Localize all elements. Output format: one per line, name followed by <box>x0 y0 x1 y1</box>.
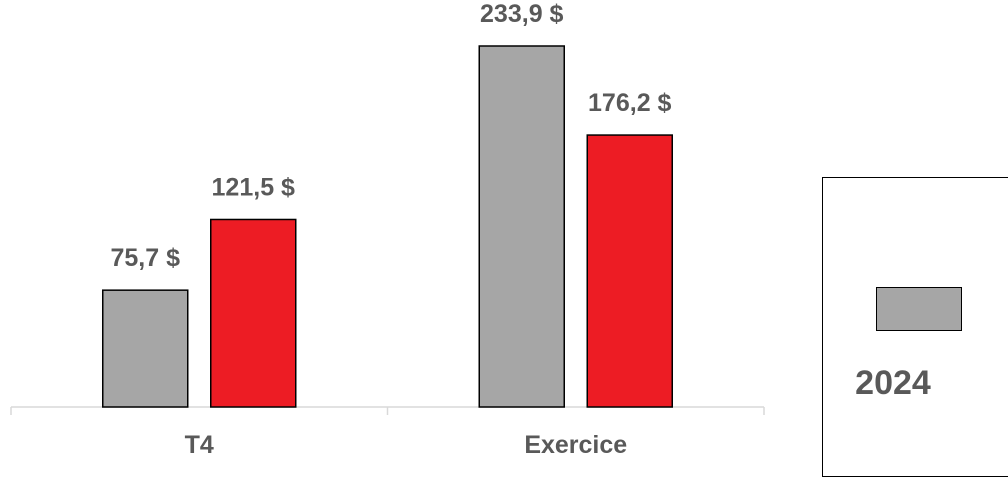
legend: 2024 <box>822 177 1008 477</box>
bar <box>478 45 565 408</box>
bar <box>586 134 673 408</box>
bar <box>210 218 297 408</box>
bar-chart: T4 75,7 $ 121,5 $ Exercice 233,9 $ 176,2 $ <box>10 0 765 459</box>
data-label: 75,7 $ <box>110 244 180 272</box>
legend-label-2024: 2024 <box>855 364 931 402</box>
data-label: 121,5 $ <box>212 173 296 201</box>
legend-swatch-2024 <box>876 287 962 331</box>
data-label: 233,9 $ <box>480 0 564 28</box>
x-tick-label: T4 <box>185 431 214 459</box>
data-label: 176,2 $ <box>588 89 672 117</box>
x-tick-label: Exercice <box>524 431 627 459</box>
bar <box>102 289 189 408</box>
